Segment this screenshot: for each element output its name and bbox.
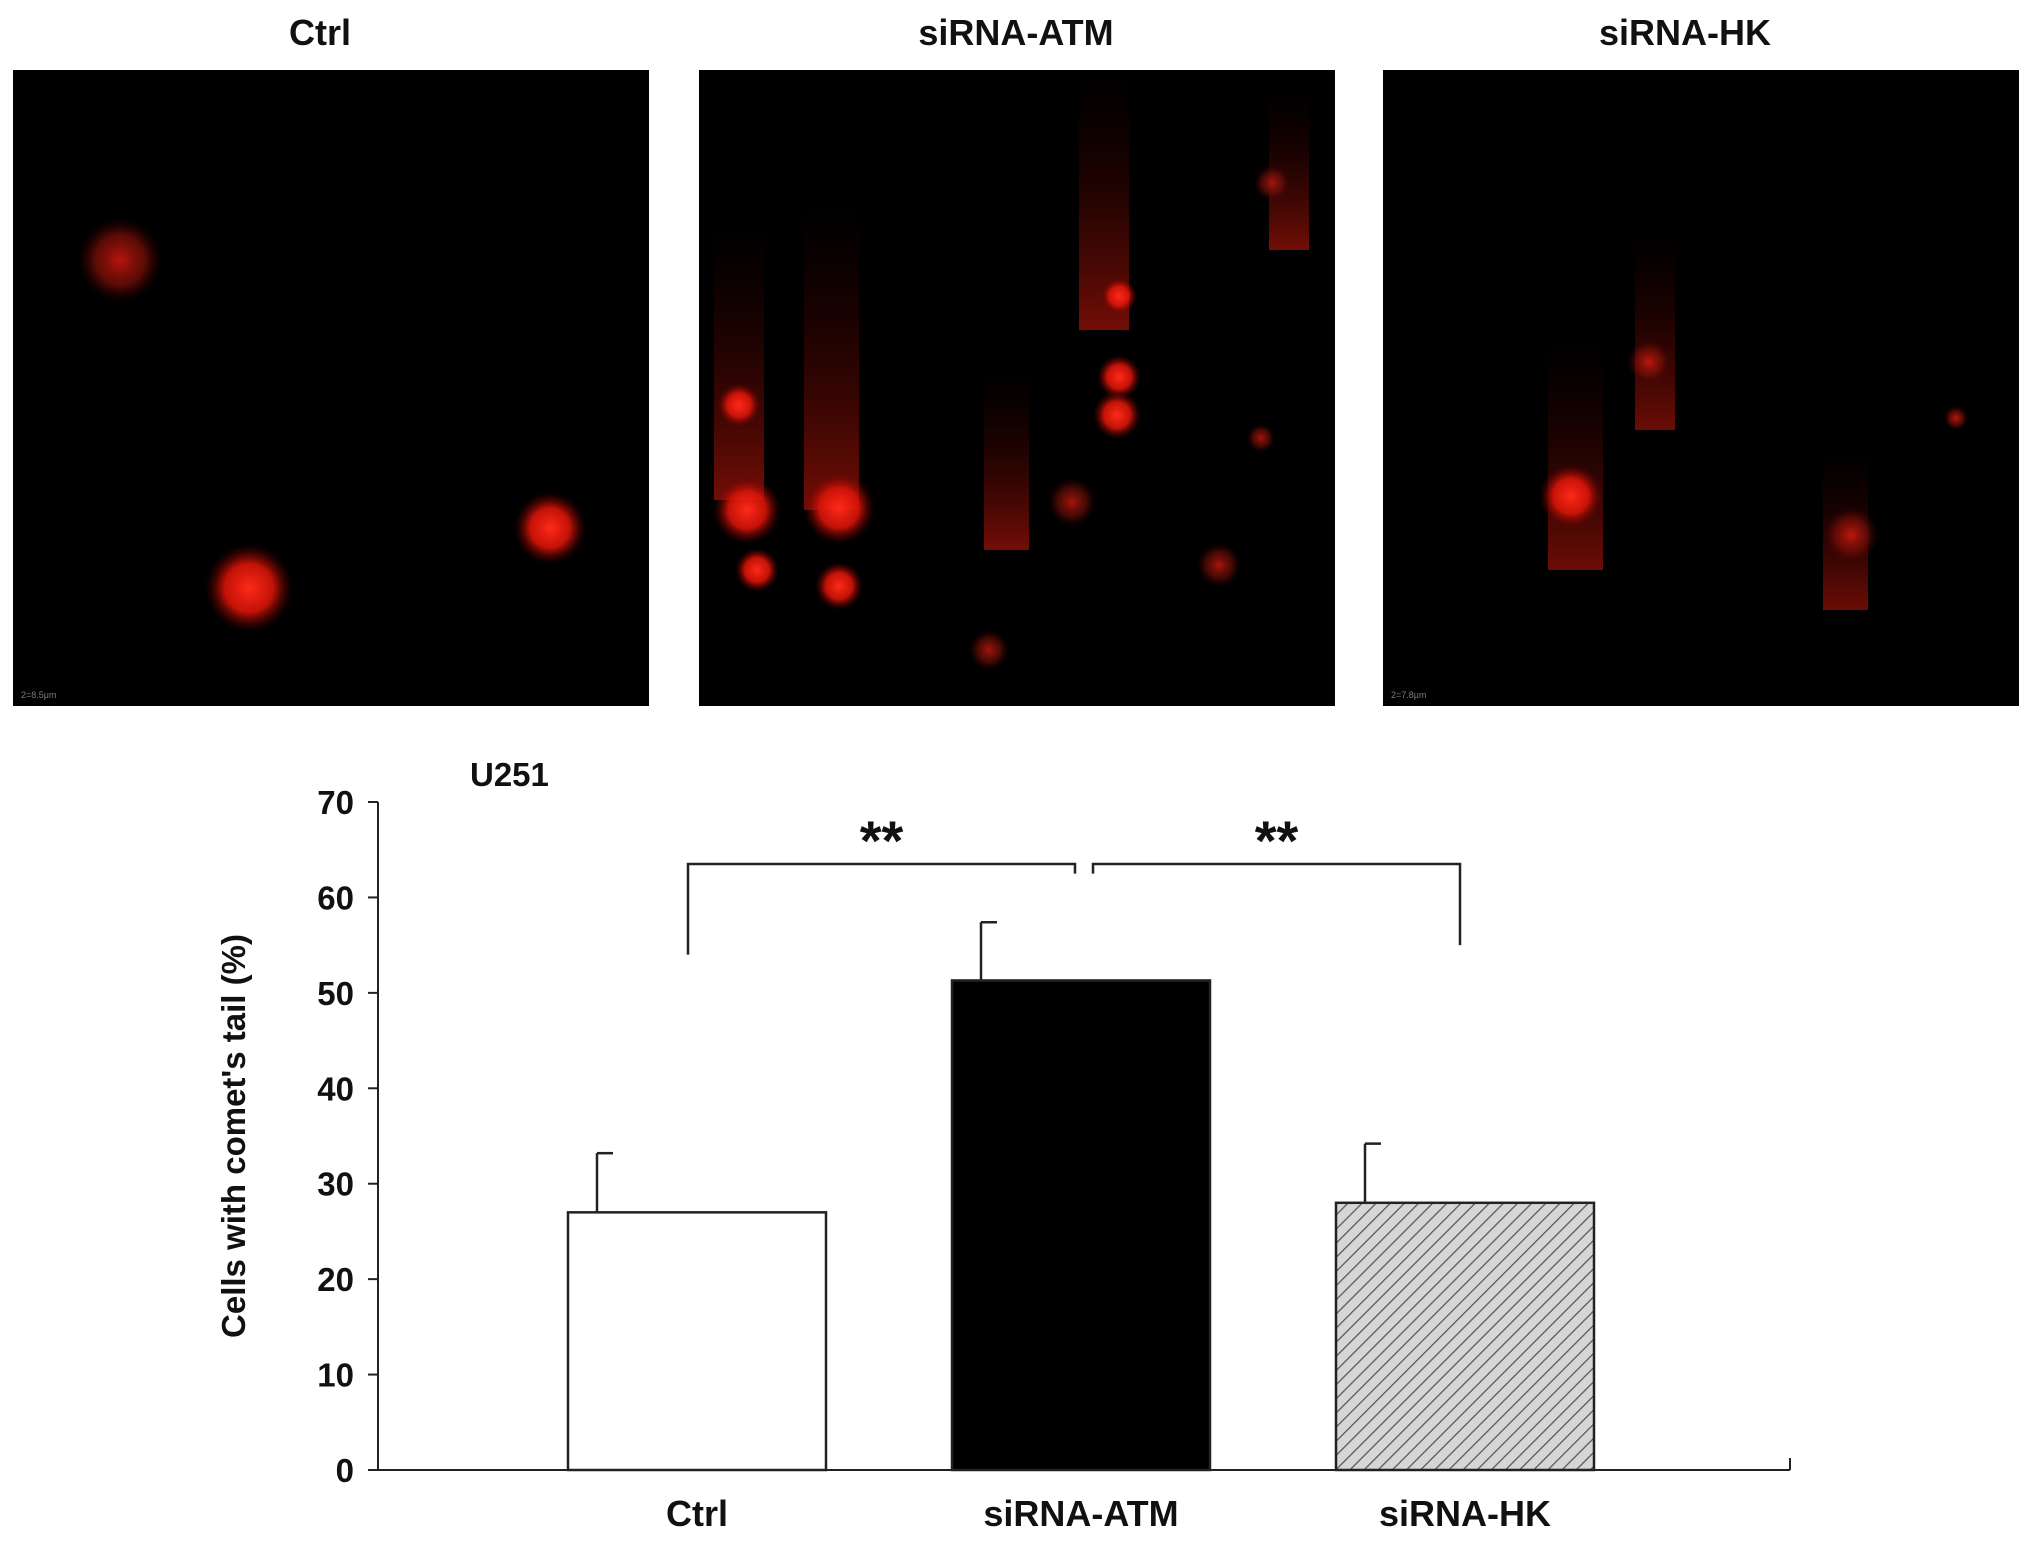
cell-nucleus [1823, 507, 1879, 563]
cell-nucleus [514, 492, 586, 564]
cell-nucleus [1539, 464, 1603, 528]
cell-nucleus [1101, 278, 1137, 314]
y-tick-label: 70 [317, 784, 354, 821]
cell-nucleus [1254, 165, 1290, 201]
cell-nucleus [1627, 340, 1671, 384]
cell-nucleus [1093, 391, 1141, 439]
comet-tail [1635, 230, 1675, 430]
cell-nucleus [803, 472, 875, 544]
significance-bracket [686, 862, 1077, 955]
y-tick-label: 20 [317, 1261, 354, 1298]
comet-image-sirna-atm [699, 70, 1335, 706]
scale-bar-label: 2=7.8μm [1391, 690, 1427, 700]
comet-tail [984, 370, 1029, 550]
y-tick-label: 0 [336, 1452, 354, 1489]
cell-nucleus [1944, 406, 1968, 430]
cell-nucleus [1247, 424, 1275, 452]
cell-nucleus [78, 218, 162, 302]
cell-nucleus [969, 630, 1009, 670]
comet-tail [1548, 340, 1603, 570]
panel-title-sirna-hk: siRNA-HK [1598, 12, 1771, 53]
chart-title: U251 [470, 756, 549, 793]
bar-sirna-hk [1334, 1201, 1596, 1472]
y-tick-label: 10 [317, 1357, 354, 1394]
comet-image-sirna-hk: 2=7.8μm [1383, 70, 2019, 706]
cell-nucleus [1097, 355, 1141, 399]
significance-label: ** [1255, 809, 1299, 872]
panel-title-ctrl: Ctrl [289, 12, 351, 53]
panel-title-sirna-atm: siRNA-ATM [918, 12, 1114, 53]
x-tick-label: siRNA-HK [1379, 1493, 1551, 1534]
significance-label: ** [860, 809, 904, 872]
cell-nucleus [717, 383, 761, 427]
comet-tail [804, 200, 859, 510]
cell-nucleus [1048, 478, 1096, 526]
comet-tail [714, 220, 764, 500]
cell-nucleus [815, 562, 863, 610]
scale-bar-label: 2=8.5μm [21, 690, 57, 700]
bar-sirna-atm [950, 979, 1212, 1472]
x-tick-label: siRNA-ATM [983, 1493, 1178, 1534]
y-tick-label: 50 [317, 975, 354, 1012]
y-tick-label: 40 [317, 1070, 354, 1107]
comet-image-ctrl: 2=8.5μm [13, 70, 649, 706]
significance-bracket [1091, 862, 1462, 946]
cell-nucleus [1197, 543, 1241, 587]
bar-chart: 0 10 20 30 40 50 60 70 Cells with comet's tail (… [215, 756, 1791, 1534]
y-axis-title: Cells with comet's tail (%) [215, 934, 252, 1338]
bar-ctrl [566, 1211, 828, 1472]
y-tick-label: 30 [317, 1166, 354, 1203]
cell-nucleus [713, 476, 781, 544]
cell-nucleus [735, 548, 779, 592]
x-tick-label: Ctrl [666, 1493, 728, 1534]
cell-nucleus [205, 544, 293, 632]
y-tick-label: 60 [317, 879, 354, 916]
